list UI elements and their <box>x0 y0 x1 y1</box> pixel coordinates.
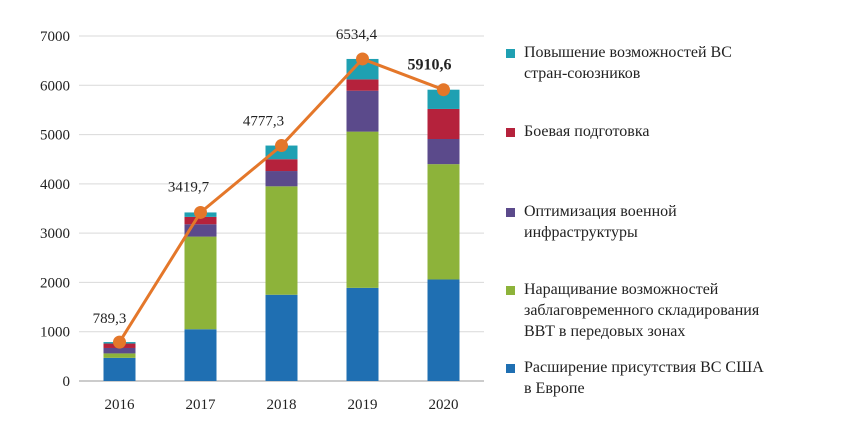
legend-swatch-infrastructure <box>506 208 515 217</box>
x-tick-label: 2020 <box>429 397 459 413</box>
x-tick-label: 2019 <box>348 397 378 413</box>
bar-segment-2020-s1 <box>427 164 460 280</box>
y-tick-label: 0 <box>63 374 71 390</box>
y-tick-label: 6000 <box>40 78 70 94</box>
legend-swatch-presence <box>506 364 515 373</box>
bar-segment-2019-s4 <box>346 58 379 80</box>
legend-label-prepositioning: Наращивание возможностей заблаговременно… <box>524 281 760 340</box>
legend-item-prepositioning: Наращивание возможностей заблаговременно… <box>506 279 759 342</box>
bar-segment-2018-s3 <box>265 159 298 172</box>
bar-segment-2016-s0 <box>103 357 136 381</box>
legend-swatch-prepositioning <box>506 286 515 295</box>
bar-segment-2019-s2 <box>346 90 379 132</box>
legend-label-presence: Расширение присутствия ВС США в Европе <box>524 359 764 397</box>
bar-segment-2018-s2 <box>265 171 298 187</box>
y-tick-label: 4000 <box>40 177 70 193</box>
legend-label-allies: Повышение возможностей ВС стран-союзнико… <box>524 44 732 82</box>
legend-item-training: Боевая подготовка <box>506 121 649 142</box>
x-tick-label: 2016 <box>105 397 136 413</box>
total-label: 4777,3 <box>243 114 284 130</box>
bar-segment-2019-s1 <box>346 131 379 288</box>
total-label: 6534,4 <box>336 27 378 43</box>
x-tick-label: 2017 <box>186 397 217 413</box>
bar-segment-2017-s1 <box>184 236 217 330</box>
y-tick-label: 2000 <box>40 275 70 291</box>
y-tick-label: 7000 <box>40 29 70 45</box>
legend-item-infrastructure: Оптимизация военной инфраструктуры <box>506 201 677 243</box>
bar-segment-2016-s2 <box>103 347 136 354</box>
legend-item-allies: Повышение возможностей ВС стран-союзнико… <box>506 42 732 84</box>
bar-segment-2020-s0 <box>427 279 460 381</box>
bar-segment-2017-s0 <box>184 329 217 381</box>
totals-point <box>275 139 288 153</box>
y-tick-label: 1000 <box>40 325 70 341</box>
totals-point <box>437 83 450 97</box>
total-label: 789,3 <box>93 311 127 327</box>
totals-point <box>113 335 126 349</box>
totals-point <box>356 52 369 66</box>
y-tick-label: 5000 <box>40 128 70 144</box>
legend-label-training: Боевая подготовка <box>524 123 650 140</box>
bar-segment-2018-s0 <box>265 294 298 381</box>
totals-point <box>194 205 207 219</box>
legend-swatch-training <box>506 128 515 137</box>
bar-segment-2019-s3 <box>346 79 379 91</box>
legend-item-presence: Расширение присутствия ВС США в Европе <box>506 357 764 399</box>
total-label: 3419,7 <box>168 179 210 195</box>
bar-segment-2018-s1 <box>265 186 298 295</box>
legend-swatch-allies <box>506 49 515 58</box>
chart: 0 1000 2000 3000 4000 5000 6000 7000 2016 2017 201… <box>40 27 484 413</box>
x-tick-label: 2018 <box>267 397 297 413</box>
total-label: 5910,6 <box>408 57 452 74</box>
bar-segment-2020-s3 <box>427 108 460 140</box>
bar-segment-2019-s0 <box>346 287 379 381</box>
bar-segment-2017-s3 <box>184 216 217 225</box>
legend-label-infrastructure: Оптимизация военной инфраструктуры <box>524 203 677 241</box>
bar-segment-2016-s1 <box>103 353 136 358</box>
bar-segment-2020-s2 <box>427 139 460 165</box>
bar-segment-2018-s4 <box>265 145 298 160</box>
bar-segment-2020-s4 <box>427 89 460 109</box>
y-tick-label: 3000 <box>40 226 70 242</box>
legend: Повышение возможностей ВС стран-союзнико… <box>506 0 856 427</box>
